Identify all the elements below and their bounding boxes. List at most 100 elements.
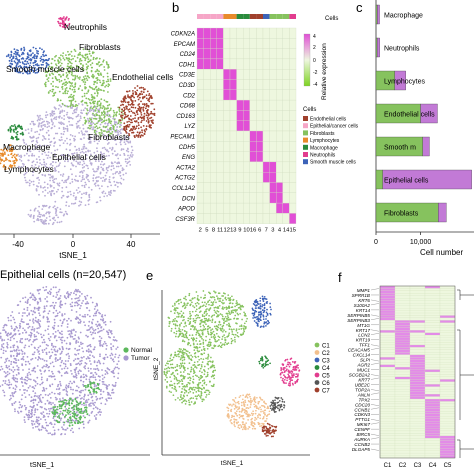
- cluster-c1-point: [203, 296, 206, 299]
- cluster-epithelial-point: [45, 131, 48, 134]
- cluster-tumor-point: [36, 303, 39, 305]
- heatmap-b-cell: [236, 192, 244, 204]
- cluster-endothelial-point: [153, 112, 156, 115]
- heatmap-b-cell: [243, 38, 250, 49]
- cluster-fibroblasts-low-point: [90, 124, 92, 127]
- cluster-tumor-point: [78, 295, 81, 297]
- cluster-tumor-point: [60, 324, 63, 327]
- heatmap-b-cell: [243, 89, 250, 101]
- cluster-lymphocytes-point: [12, 160, 15, 163]
- cluster-normal-bottom-point: [61, 400, 63, 403]
- cluster-fibroblasts-low-point: [97, 100, 99, 103]
- cluster-c1-point: [231, 295, 233, 298]
- cluster-c1-point: [202, 339, 205, 341]
- cluster-tumor-point: [33, 299, 36, 301]
- cluster-fibroblasts-point: [88, 85, 91, 88]
- cluster-macrophage-point: [12, 129, 15, 132]
- cluster-tumor-point: [38, 395, 41, 397]
- cluster-tumor-point: [62, 321, 64, 323]
- cluster-epithelial-point: [40, 122, 43, 124]
- cluster-c1-point: [224, 330, 227, 333]
- cluster-fibroblasts-point: [93, 88, 96, 91]
- cluster-epithelial-point: [80, 196, 83, 199]
- cluster-epithelial-point: [89, 140, 92, 143]
- cluster-epithelial-point: [48, 166, 51, 169]
- cluster-epithelial-point: [53, 117, 55, 120]
- cluster-c1-point: [207, 330, 209, 333]
- cluster-endothelial-point: [134, 87, 136, 89]
- cluster-fibroblasts-point: [54, 91, 57, 94]
- heatmap-b-cell: [276, 38, 283, 49]
- cluster-fibroblasts-point: [51, 77, 54, 80]
- cluster-epithelial-point: [112, 165, 115, 167]
- cluster-tumor-point: [29, 373, 32, 376]
- cluster-tumor-point: [52, 417, 55, 420]
- cluster-normal-bottom-point: [73, 413, 76, 416]
- cluster-tumor-point: [20, 318, 23, 321]
- cluster-endothelial-point: [134, 114, 137, 117]
- cluster-tumor-point: [77, 372, 80, 375]
- cluster-tumor-point: [49, 357, 51, 360]
- cluster-epithelial-point: [126, 140, 129, 143]
- cluster-epithelial-point: [69, 190, 72, 193]
- cluster-tumor-point: [76, 396, 79, 399]
- bar-segment: [420, 103, 438, 124]
- bar-category-label: Epithelial cells: [384, 178, 429, 185]
- legend-swatch: [303, 144, 308, 150]
- cluster-tumor-point: [51, 304, 53, 307]
- cluster-c1-lower-point: [196, 387, 199, 390]
- heatmap-b-cell: [262, 48, 270, 60]
- cluster-epithelial-point: [32, 122, 35, 125]
- cluster-tumor-point: [39, 418, 42, 420]
- cluster-epithelial-point: [37, 176, 40, 179]
- cluster-tumor-point: [3, 370, 6, 373]
- cluster-tumor-point: [38, 324, 41, 326]
- cluster-fibroblasts-point: [84, 59, 87, 62]
- cluster-tumor-point: [31, 406, 34, 409]
- cluster-tumor-point: [69, 363, 72, 365]
- cluster-epithelial-point: [19, 145, 21, 148]
- cluster-tumor-point: [81, 293, 83, 295]
- cluster-fibroblasts-low-point: [103, 99, 106, 102]
- cluster-tumor-point: [51, 407, 53, 410]
- cluster-fibroblasts-point: [74, 77, 77, 80]
- cluster-smooth-muscle-point: [9, 56, 12, 59]
- heatmap-b-row-label: CD163: [176, 114, 195, 120]
- cluster-c1-point: [209, 296, 212, 298]
- cluster-epithelial-point: [54, 167, 56, 169]
- cluster-epithelial-point: [53, 178, 56, 181]
- cluster-tumor-point: [96, 325, 99, 328]
- cluster-epithelial-point: [32, 171, 35, 173]
- cluster-tumor-point: [36, 365, 39, 367]
- cluster-epithelial-point: [129, 164, 132, 166]
- cluster-fibroblasts-point: [55, 63, 57, 65]
- cluster-tumor-point: [2, 349, 5, 352]
- heatmap-b-cell: [269, 161, 277, 173]
- cluster-tumor-point: [100, 337, 103, 340]
- cluster-macrophage-point: [16, 137, 18, 140]
- cluster-fibroblasts-point: [51, 90, 54, 93]
- cluster-c1-point: [174, 327, 177, 330]
- cluster-c1-point: [188, 342, 190, 345]
- cluster-tumor-point: [15, 355, 18, 358]
- cluster-epithelial-point: [60, 196, 63, 199]
- cluster-tumor-point: [13, 350, 16, 352]
- heatmap-b-cell: [262, 141, 270, 152]
- cluster-tumor-point: [61, 368, 63, 370]
- cluster-epithelial: [17, 103, 134, 208]
- cluster-tumor-point: [26, 338, 29, 340]
- cluster-tumor-point: [73, 292, 75, 295]
- cluster-smooth-muscle-point: [13, 52, 16, 55]
- cluster-tumor-point: [11, 377, 14, 379]
- cluster-tumor-point: [82, 415, 85, 417]
- cluster-lymphocytes-point: [2, 149, 4, 152]
- cluster-tumor-point: [63, 295, 66, 297]
- cluster-smooth-muscle-point: [10, 60, 13, 63]
- cluster-endothelial-point: [148, 100, 151, 103]
- cluster-c1-point: [231, 333, 234, 336]
- heatmap-b-cell: [216, 99, 224, 111]
- cluster-tumor-point: [47, 333, 50, 335]
- cluster-tumor-point: [97, 359, 100, 362]
- cluster-tumor-point: [34, 384, 37, 387]
- cluster-tumor-point: [81, 397, 83, 399]
